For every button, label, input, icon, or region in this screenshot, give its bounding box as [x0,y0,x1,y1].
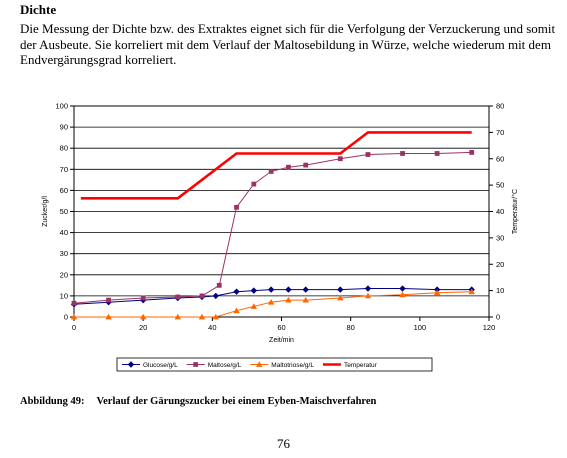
y2-tick-label: 20 [496,260,504,269]
y-tick-label: 90 [60,123,68,132]
legend: Glucose/g/L Maltose/g/L Maltotriose/g/L Tem… [116,357,433,372]
data-point-maltotriose-g-l [70,313,78,320]
y-tick-label: 50 [60,207,68,216]
y-tick-label: 100 [55,102,68,111]
data-point-maltotriose-g-l [285,296,292,303]
data-point-maltose-g-l [337,156,343,162]
series-line-maltotriose-g-l [74,291,472,318]
data-point-maltose-g-l [251,181,257,187]
legend-label-temperatur: Temperatur [344,362,378,369]
y2-tick-label: 30 [496,233,504,242]
y-tick-label: 40 [60,228,68,237]
legend-marker-glucose-g-l [127,361,135,368]
data-point-maltotriose-g-l [267,299,275,305]
data-point-maltose-g-l [199,293,205,299]
grid-lines [74,105,489,297]
y-tick-label: 20 [60,270,68,279]
y-tick-label: 70 [60,165,68,174]
data-point-maltose-g-l [434,151,440,156]
x-tick-label: 0 [72,323,76,332]
series-line-temperatur [80,131,472,200]
y2-tick-label: 60 [496,154,504,163]
y-tick-label: 10 [60,291,68,300]
x-axis-title: Zeit/min [269,337,294,344]
series-lines [73,131,472,318]
x-tick-label: 80 [346,323,354,332]
data-point-maltotriose-g-l [337,294,344,301]
y2-tick-label: 0 [496,313,500,322]
data-point-glucose-g-l [212,292,219,300]
data-point-maltose-g-l [400,151,405,156]
series-markers [70,150,475,320]
legend-marker-maltotriose-g-l [256,361,263,367]
y2-tick-label: 10 [496,286,504,295]
data-point-maltotriose-g-l [468,288,475,295]
data-point-glucose-g-l [399,285,406,292]
y2-tick-label: 40 [496,207,504,216]
series-line-maltose-g-l [73,151,472,304]
data-point-maltotriose-g-l [105,313,112,320]
data-point-maltose-g-l [106,297,111,303]
x-tick-label: 120 [483,323,496,332]
data-point-maltotriose-g-l [174,313,181,320]
y2-axis-title: Temperatur/°C [511,189,519,234]
caption-text: Verlauf der Gärungszucker bei einem Eybe… [96,396,377,407]
y-tick-label: 80 [60,144,68,153]
legend-marker-maltose-g-l [193,362,199,367]
axis-labels: 0 10 20 30 40 50 60 70 80 90 100 0 10 20 30 40 50 60 70 80 0… [42,102,519,345]
figure-caption: Abbildung 49: Verlauf der Gärungszucker b… [20,396,376,407]
legend-label-glucose-g-l: Glucose/g/L [143,362,178,369]
tick-marks [70,105,493,321]
data-point-maltotriose-g-l [233,307,240,314]
data-point-glucose-g-l [302,286,309,293]
y-tick-label: 60 [60,186,68,195]
data-point-maltotriose-g-l [364,292,372,299]
page-number: 76 [277,436,290,451]
legend-box [116,357,433,372]
data-point-maltose-g-l [71,300,77,306]
data-point-maltose-g-l [216,282,222,288]
data-point-maltotriose-g-l [212,313,219,320]
x-tick-label: 100 [414,323,427,332]
data-point-glucose-g-l [364,285,372,292]
data-point-maltose-g-l [140,295,146,301]
data-point-maltose-g-l [268,169,274,174]
y2-tick-label: 50 [496,181,504,190]
y2-tick-label: 80 [496,102,504,111]
y-tick-label: 30 [60,249,68,258]
data-point-maltotriose-g-l [198,313,206,320]
series-line-glucose-g-l [73,288,472,305]
data-point-maltotriose-g-l [302,296,309,303]
data-point-maltose-g-l [175,294,181,300]
data-point-maltose-g-l [286,164,291,170]
data-point-glucose-g-l [285,286,292,293]
data-point-maltotriose-g-l [139,313,147,320]
data-point-glucose-g-l [233,288,240,295]
legend-label-maltotriose-g-l: Maltotriose/g/L [271,362,314,369]
legend-label-maltose-g-l: Maltose/g/L [208,362,242,369]
data-point-glucose-g-l [267,286,275,293]
section-heading: Dichte [20,2,57,17]
x-tick-label: 40 [208,323,216,332]
data-point-glucose-g-l [337,286,344,293]
data-point-maltotriose-g-l [399,291,406,298]
y-tick-label: 0 [64,313,68,322]
caption-label: Abbildung 49: [20,396,85,407]
data-point-maltose-g-l [365,152,371,157]
x-tick-label: 60 [277,323,285,332]
y-axis-title: Zucker/g/l [42,196,49,227]
data-point-maltose-g-l [469,150,475,155]
data-point-maltose-g-l [303,162,309,168]
data-point-maltotriose-g-l [250,303,258,309]
data-point-maltotriose-g-l [433,289,441,296]
y2-tick-label: 70 [496,128,504,137]
x-tick-label: 20 [139,323,147,332]
intro-paragraph: Die Messung der Dichte bzw. des Extrakte… [20,21,556,67]
data-point-maltose-g-l [234,204,239,210]
data-point-glucose-g-l [250,287,258,294]
